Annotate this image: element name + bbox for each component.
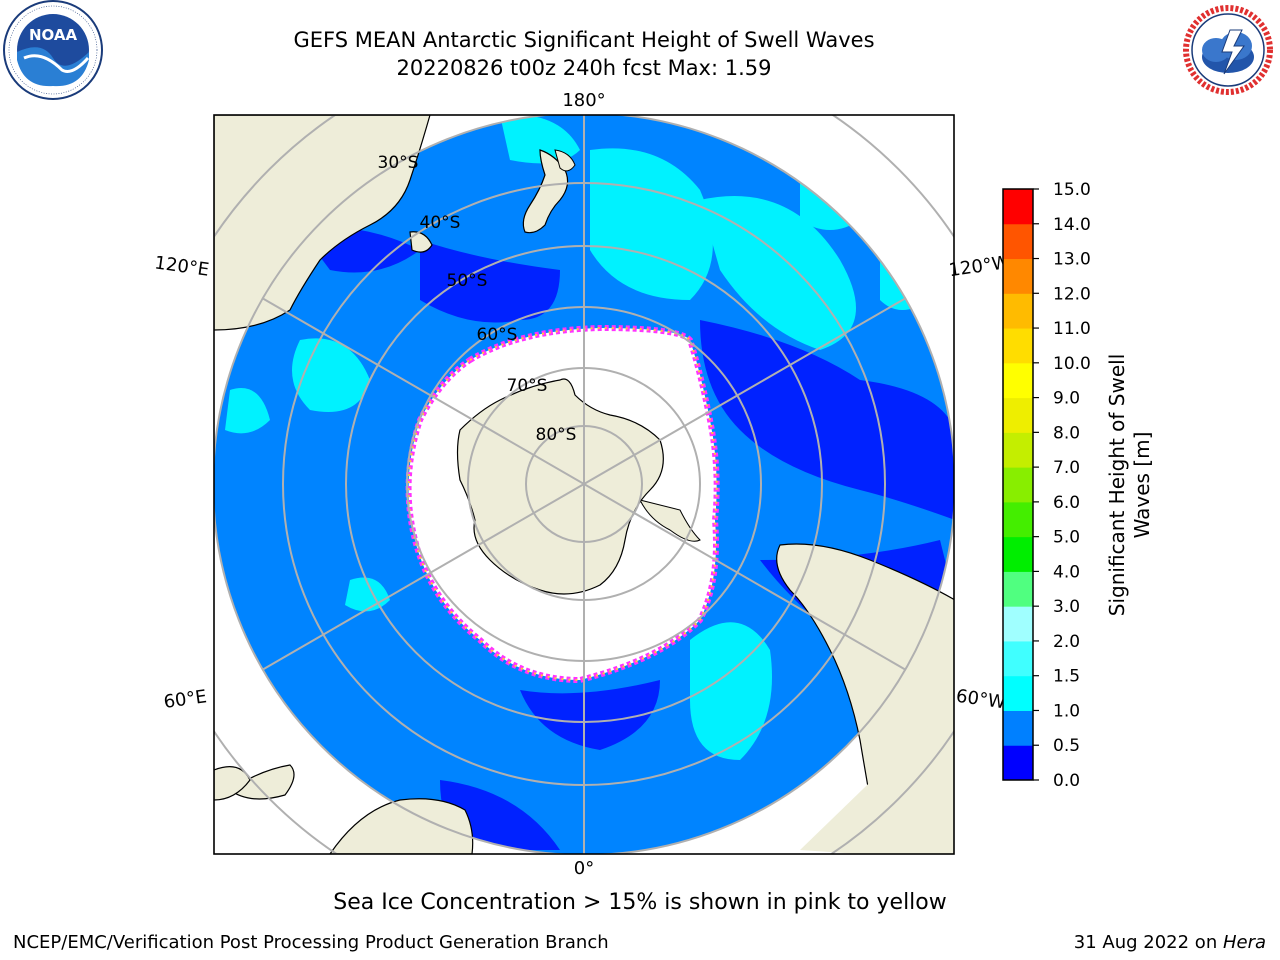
colorbar-segment bbox=[1003, 501, 1033, 538]
lon-label-60w: 60°W bbox=[955, 686, 1007, 714]
colorbar-tick-label: 11.0 bbox=[1053, 319, 1091, 339]
colorbar-segment bbox=[1003, 189, 1033, 225]
colorbar-tick-label: 10.0 bbox=[1053, 354, 1091, 374]
colorbar-label-line2: Waves [m] bbox=[1130, 432, 1154, 539]
lat-label-30s: 30°S bbox=[378, 153, 419, 173]
colorbar-tick-label: 0.5 bbox=[1053, 736, 1080, 756]
colorbar-segment bbox=[1003, 467, 1033, 503]
colorbar-segment bbox=[1003, 362, 1033, 399]
colorbar-tick-label: 13.0 bbox=[1053, 250, 1091, 270]
lat-label-40s: 40°S bbox=[420, 213, 461, 233]
colorbar-segment bbox=[1003, 432, 1033, 468]
lat-label-80s: 80°S bbox=[536, 425, 577, 445]
footer-credit: NCEP/EMC/Verification Post Processing Pr… bbox=[13, 932, 609, 953]
lon-label-120e: 120°E bbox=[153, 252, 210, 280]
colorbar-tick-label: 1.5 bbox=[1053, 667, 1080, 687]
graticule bbox=[214, 115, 954, 854]
colorbar-tick-label: 0.0 bbox=[1053, 771, 1080, 791]
caption: Sea Ice Concentration > 15% is shown in … bbox=[333, 890, 947, 915]
map-subtitle: 20220826 t00z 240h fcst Max: 1.59 bbox=[396, 56, 772, 80]
lon-label-120w: 120°W bbox=[947, 252, 1011, 281]
colorbar-frame bbox=[1002, 188, 1034, 781]
lat-label-50s: 50°S bbox=[447, 271, 488, 291]
lon-label-60e: 60°E bbox=[162, 686, 208, 713]
colorbar-segment bbox=[1003, 223, 1033, 260]
footer-host: Hera bbox=[1222, 932, 1266, 953]
colorbar-tick-label: 12.0 bbox=[1053, 284, 1091, 304]
colorbar-segment bbox=[1003, 571, 1033, 607]
colorbar-segment bbox=[1003, 675, 1033, 711]
colorbar-tick-label: 3.0 bbox=[1053, 597, 1080, 617]
noaa-logo-text: NOAA bbox=[29, 26, 78, 44]
colorbar-tick-label: 9.0 bbox=[1053, 389, 1080, 409]
colorbar-segment bbox=[1003, 745, 1033, 781]
footer-date: 31 Aug 2022 on Hera bbox=[1074, 932, 1266, 953]
noaa-logo-icon: NOAA bbox=[3, 0, 103, 100]
colorbar-tick-label: 5.0 bbox=[1053, 528, 1080, 548]
colorbar-tick-label: 15.0 bbox=[1053, 180, 1091, 200]
colorbar-tick-label: 7.0 bbox=[1053, 458, 1080, 478]
colorbar-segment bbox=[1003, 258, 1033, 294]
colorbar-segment bbox=[1003, 293, 1033, 329]
africa-land bbox=[329, 798, 474, 854]
lon-label-180: 180° bbox=[562, 90, 605, 111]
colorbar-tick-label: 8.0 bbox=[1053, 423, 1080, 443]
colorbar-label-line1: Significant Height of Swell bbox=[1105, 354, 1129, 616]
colorbar-tick-label: 6.0 bbox=[1053, 493, 1080, 513]
colorbar-segment bbox=[1003, 710, 1033, 746]
colorbar-segment bbox=[1003, 640, 1033, 677]
colorbar-tick-label: 1.0 bbox=[1053, 701, 1080, 721]
colorbar-segment bbox=[1003, 606, 1033, 642]
map-frame bbox=[213, 114, 955, 855]
lat-label-70s: 70°S bbox=[507, 376, 548, 396]
colorbar-tick-label: 4.0 bbox=[1053, 562, 1080, 582]
lon-label-0: 0° bbox=[574, 858, 594, 879]
map-title: GEFS MEAN Antarctic Significant Height o… bbox=[293, 28, 875, 52]
footer-date-text: 31 Aug 2022 on bbox=[1073, 932, 1223, 953]
colorbar-tick-label: 2.0 bbox=[1053, 632, 1080, 652]
colorbar: 0.0 0.5 1.0 1.5 2.0 3.0 4.0 5.0 6.0 7.0 8.0 9.0 10.0… bbox=[1003, 180, 1091, 791]
new-zealand-land bbox=[522, 149, 569, 234]
nws-logo-icon bbox=[1182, 4, 1274, 96]
colorbar-tick-label: 14.0 bbox=[1053, 215, 1091, 235]
lat-label-60s: 60°S bbox=[477, 325, 518, 345]
colorbar-segment bbox=[1003, 328, 1033, 364]
colorbar-segment bbox=[1003, 397, 1033, 433]
colorbar-segment bbox=[1003, 536, 1033, 572]
